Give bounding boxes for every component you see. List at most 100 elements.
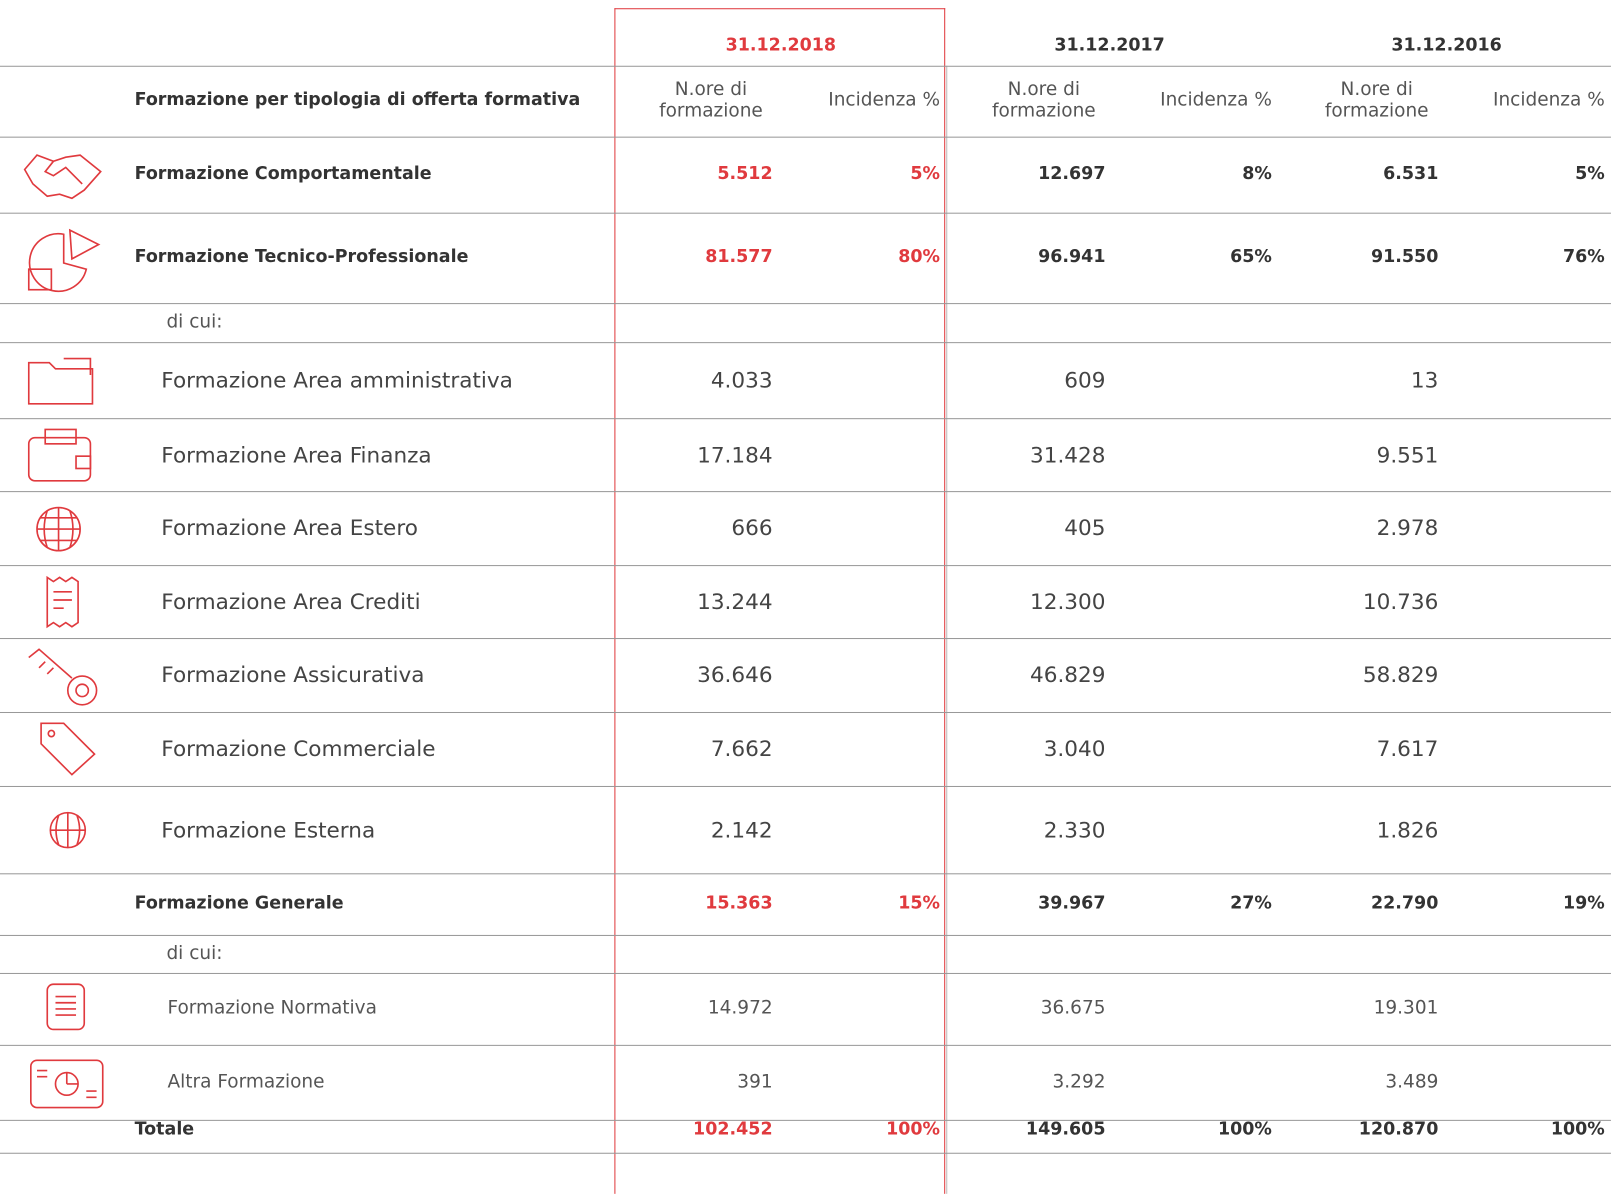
hours-cell: 81.577 bbox=[705, 246, 773, 268]
hours-cell: 120.870 bbox=[1358, 1119, 1439, 1140]
row-label: Formazione Assicurativa bbox=[161, 662, 425, 688]
hours-cell: 149.605 bbox=[1025, 1119, 1106, 1140]
hours-cell: 14.972 bbox=[707, 997, 773, 1019]
hours-cell: 3.292 bbox=[1052, 1070, 1106, 1093]
row-line bbox=[0, 934, 1611, 936]
row-line bbox=[0, 638, 1611, 640]
hours-cell: 96.941 bbox=[1038, 246, 1106, 268]
hours-cell: 10.736 bbox=[1362, 589, 1439, 614]
icon-presentation bbox=[30, 1059, 104, 1109]
hours-cell: 36.646 bbox=[697, 662, 773, 688]
icon-globe-external bbox=[49, 811, 87, 849]
hours-cell: 2.330 bbox=[1043, 817, 1106, 842]
share-cell: 27% bbox=[1230, 893, 1272, 914]
row-line bbox=[0, 342, 1611, 344]
row-line bbox=[0, 1044, 1611, 1046]
hours-cell: 666 bbox=[731, 515, 773, 541]
icon-globe bbox=[36, 506, 81, 552]
share-cell: 5% bbox=[1575, 163, 1605, 185]
hours-cell: 9.551 bbox=[1376, 442, 1439, 467]
hours-cell: 39.967 bbox=[1038, 893, 1106, 914]
row-label: Formazione Normativa bbox=[167, 997, 377, 1019]
share-cell: 15% bbox=[898, 893, 941, 914]
hours-cell: 91.550 bbox=[1370, 246, 1439, 268]
row-label: Formazione Area Crediti bbox=[161, 589, 421, 614]
hours-cell: 17.184 bbox=[697, 442, 773, 467]
hours-cell: 5.512 bbox=[717, 163, 773, 185]
hours-cell: 3.489 bbox=[1385, 1070, 1439, 1093]
row-label: Formazione Area Estero bbox=[161, 515, 418, 541]
row-line bbox=[0, 1119, 1611, 1121]
hours-cell: 405 bbox=[1064, 515, 1106, 541]
row-line bbox=[0, 136, 1611, 138]
hours-cell: 609 bbox=[1064, 367, 1106, 393]
hours-cell: 13.244 bbox=[697, 589, 773, 614]
hours-cell: 4.033 bbox=[710, 367, 773, 393]
icon-wallet bbox=[27, 428, 92, 482]
row-line bbox=[0, 303, 1611, 305]
hours-cell: 7.662 bbox=[710, 736, 773, 762]
row-line bbox=[0, 491, 1611, 493]
row-title: Formazione per tipologia di offerta form… bbox=[134, 89, 581, 111]
share-cell: 100% bbox=[1550, 1119, 1605, 1140]
row-label: Formazione Area Finanza bbox=[161, 442, 432, 467]
row-label: Formazione Area amministrativa bbox=[161, 367, 513, 393]
share-cell: 80% bbox=[898, 246, 941, 268]
share-header: Incidenza % bbox=[828, 89, 941, 111]
row-line bbox=[0, 711, 1611, 714]
share-cell: 8% bbox=[1242, 163, 1272, 185]
hours-cell: 102.452 bbox=[693, 1119, 773, 1140]
row-label: Totale bbox=[134, 1119, 195, 1140]
row-label: di cui: bbox=[166, 942, 223, 964]
hours-cell: 36.675 bbox=[1040, 997, 1106, 1019]
icon-tag bbox=[40, 722, 96, 776]
share-header: Incidenza % bbox=[1492, 89, 1605, 111]
hours-cell: 46.829 bbox=[1029, 662, 1106, 688]
icon-handshake bbox=[23, 154, 102, 200]
hours-cell: 2.978 bbox=[1376, 515, 1439, 541]
hours-cell: 3.040 bbox=[1043, 736, 1106, 762]
icon-folder bbox=[27, 357, 94, 405]
icon-key bbox=[28, 648, 98, 706]
hours-cell: 31.428 bbox=[1029, 442, 1106, 467]
year-header: 31.12.2017 bbox=[1054, 35, 1165, 56]
hours-cell: 12.697 bbox=[1038, 163, 1106, 185]
hours-cell: 58.829 bbox=[1362, 662, 1439, 688]
year-header: 31.12.2016 bbox=[1391, 35, 1502, 56]
hours-cell: 22.790 bbox=[1370, 893, 1439, 914]
hours-header: N.ore di formazione bbox=[1324, 78, 1429, 122]
hours-cell: 1.826 bbox=[1376, 817, 1439, 842]
row-line bbox=[0, 212, 1611, 214]
hours-cell: 19.301 bbox=[1373, 997, 1439, 1019]
row-label: Formazione Tecnico-Professionale bbox=[134, 246, 469, 268]
row-line bbox=[0, 873, 1611, 875]
share-cell: 100% bbox=[1217, 1119, 1272, 1140]
share-cell: 19% bbox=[1562, 893, 1605, 914]
hours-cell: 13 bbox=[1410, 367, 1439, 393]
row-line bbox=[0, 1152, 1611, 1154]
hours-cell: 15.363 bbox=[705, 893, 773, 914]
row-line bbox=[0, 785, 1611, 787]
share-cell: 76% bbox=[1562, 246, 1605, 268]
row-line bbox=[0, 418, 1611, 420]
row-label: Formazione Commerciale bbox=[161, 736, 436, 762]
hours-cell: 7.617 bbox=[1376, 736, 1439, 762]
share-cell: 65% bbox=[1230, 246, 1272, 268]
divider bbox=[946, 65, 948, 1194]
share-cell: 5% bbox=[910, 163, 941, 185]
year-header: 31.12.2018 bbox=[725, 35, 837, 56]
icon-receipt bbox=[46, 575, 79, 629]
row-label: Formazione Generale bbox=[134, 893, 344, 914]
icon-pie bbox=[27, 228, 101, 293]
row-line bbox=[0, 972, 1611, 974]
icon-document bbox=[46, 983, 86, 1031]
share-cell: 100% bbox=[886, 1119, 941, 1140]
row-line bbox=[0, 65, 1611, 67]
row-line bbox=[0, 565, 1611, 567]
row-label: Formazione Esterna bbox=[161, 817, 376, 842]
highlight-box bbox=[614, 8, 946, 1194]
row-label: Formazione Comportamentale bbox=[134, 163, 432, 185]
row-label: Altra Formazione bbox=[167, 1070, 325, 1093]
hours-header: N.ore di formazione bbox=[659, 78, 763, 122]
row-label: di cui: bbox=[166, 310, 223, 333]
